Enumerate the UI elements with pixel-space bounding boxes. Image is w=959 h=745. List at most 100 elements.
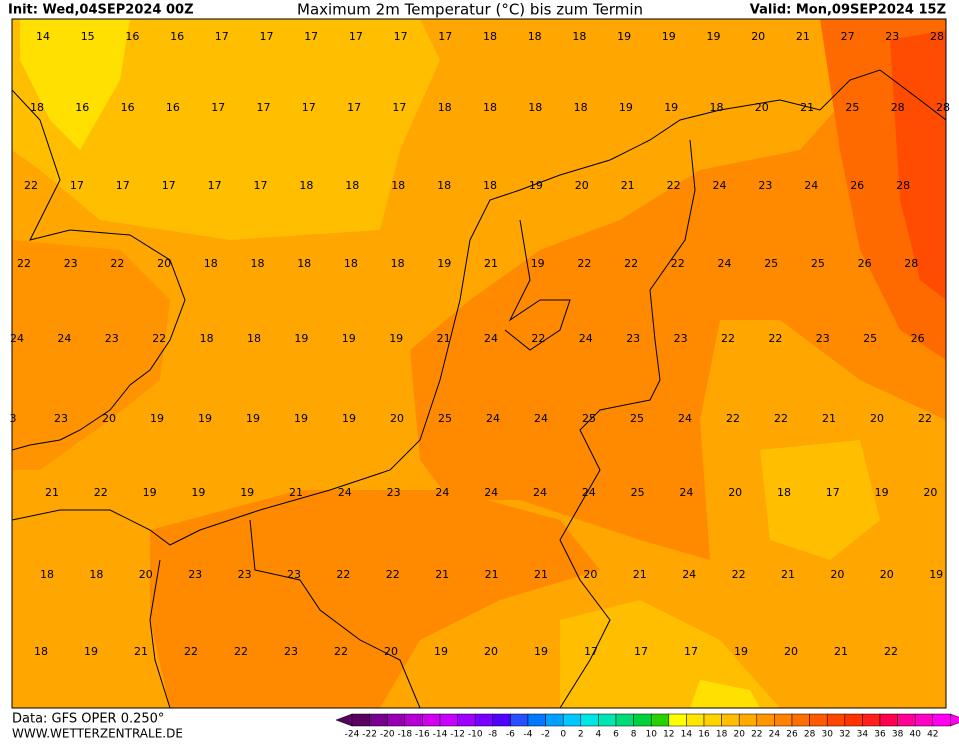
- temperature-label: 22: [234, 645, 248, 658]
- temperature-label: 19: [294, 332, 308, 345]
- temperature-label: 21: [134, 645, 148, 658]
- temperature-label: 22: [24, 179, 38, 192]
- temperature-label: 19: [294, 412, 308, 425]
- scale-swatch: [879, 713, 898, 727]
- temperature-label: 21: [834, 645, 848, 658]
- field-warm: [410, 30, 946, 560]
- temperature-label: 16: [166, 101, 180, 114]
- temperature-label: 22: [768, 332, 782, 345]
- temperature-label: 23: [674, 332, 688, 345]
- scale-label: 38: [892, 730, 904, 740]
- temperature-label: 19: [150, 412, 164, 425]
- temperature-label: 18: [344, 257, 358, 270]
- temperature-label: 17: [211, 101, 225, 114]
- temperature-label: 17: [438, 30, 452, 43]
- temperature-label: 17: [349, 30, 363, 43]
- scale-label: 24: [769, 730, 781, 740]
- temperature-label: 19: [198, 412, 212, 425]
- scale-swatch: [774, 713, 793, 727]
- temperature-label: 23: [885, 30, 899, 43]
- temperature-label: 19: [434, 645, 448, 658]
- temperature-label: 21: [485, 568, 499, 581]
- temperature-label: 19: [191, 486, 205, 499]
- temperature-label: 22: [577, 257, 591, 270]
- temperature-field: [12, 19, 946, 708]
- scale-swatch: [826, 713, 846, 727]
- field-south-warm: [150, 490, 600, 708]
- temperature-label: 17: [162, 179, 176, 192]
- temperature-label: 22: [386, 568, 400, 581]
- temperature-label: 16: [75, 101, 89, 114]
- scale-swatch: [633, 713, 652, 727]
- temperature-label: 24: [486, 412, 500, 425]
- field-south-bright: [690, 680, 760, 708]
- scale-swatch: [615, 713, 634, 727]
- scale-label: 34: [857, 730, 869, 740]
- temperature-label: 17: [584, 645, 598, 658]
- temperature-label: 28: [904, 257, 918, 270]
- scale-label: 16: [698, 730, 710, 740]
- temperature-label: 25: [630, 412, 644, 425]
- temperature-label: 20: [870, 412, 884, 425]
- temperature-label: 22: [184, 645, 198, 658]
- scale-label: -24: [345, 730, 360, 740]
- temperature-label: 20: [755, 101, 769, 114]
- temperature-label: 21: [800, 101, 814, 114]
- temperature-label: 17: [116, 179, 130, 192]
- scale-label: -14: [433, 730, 448, 740]
- temperature-label: 20: [830, 568, 844, 581]
- temperature-label: 21: [289, 486, 303, 499]
- temperature-label: 19: [929, 568, 943, 581]
- temperature-label: 25: [438, 412, 452, 425]
- temperature-label: 19: [240, 486, 254, 499]
- scale-label: 32: [839, 730, 850, 740]
- temperature-label: 18: [438, 101, 452, 114]
- temperature-label: 18: [200, 332, 214, 345]
- scale-label: 42: [927, 730, 938, 740]
- site-name: WWW.WETTERZENTRALE.DE: [12, 727, 183, 741]
- temperature-label: 17: [634, 645, 648, 658]
- temperature-label: 25: [764, 257, 778, 270]
- scale-swatch: [492, 713, 511, 727]
- temperature-label: 21: [781, 568, 795, 581]
- scale-label: 18: [716, 730, 728, 740]
- temperature-label: 18: [251, 257, 265, 270]
- temperature-label: 21: [822, 412, 836, 425]
- temperature-label: 23: [188, 568, 202, 581]
- temperature-label: 19: [437, 257, 451, 270]
- temperature-label: 17: [826, 486, 840, 499]
- temperature-label: 24: [484, 486, 498, 499]
- temperature-label: 24: [10, 332, 24, 345]
- scale-swatch: [545, 713, 564, 727]
- temperature-label: 18: [34, 645, 48, 658]
- field-south-cool: [560, 600, 780, 708]
- temperature-label: 19: [342, 332, 356, 345]
- temperature-label: 21: [621, 179, 635, 192]
- map-title: Maximum 2m Temperatur (°C) bis zum Termi…: [297, 1, 643, 19]
- scale-swatch: [598, 713, 617, 727]
- temperature-label: 24: [679, 486, 693, 499]
- temperature-label: 20: [784, 645, 798, 658]
- temperature-label: 23: [238, 568, 252, 581]
- temperature-label: 18: [483, 30, 497, 43]
- scale-swatch: [809, 713, 828, 727]
- temperature-label: 19: [529, 179, 543, 192]
- temperature-label: 19: [342, 412, 356, 425]
- temperature-label: 23: [387, 486, 401, 499]
- temperature-label: 24: [678, 412, 692, 425]
- scale-label: 14: [681, 730, 693, 740]
- temperature-label: 17: [302, 101, 316, 114]
- temperature-label: 20: [880, 568, 894, 581]
- field-orange: [12, 240, 170, 470]
- temperature-label: 16: [125, 30, 139, 43]
- init-time: Init: Wed,04SEP2024 00Z: [8, 3, 194, 18]
- temperature-label: 26: [858, 257, 872, 270]
- scale-label: -8: [488, 730, 497, 740]
- temperature-label: 20: [484, 645, 498, 658]
- temperature-label: 17: [254, 179, 268, 192]
- temperature-label: 20: [751, 30, 765, 43]
- field-bright: [20, 19, 130, 150]
- data-source: Data: GFS OPER 0.250°: [12, 712, 164, 727]
- temperature-label: 22: [671, 257, 685, 270]
- temperature-label: 19: [734, 645, 748, 658]
